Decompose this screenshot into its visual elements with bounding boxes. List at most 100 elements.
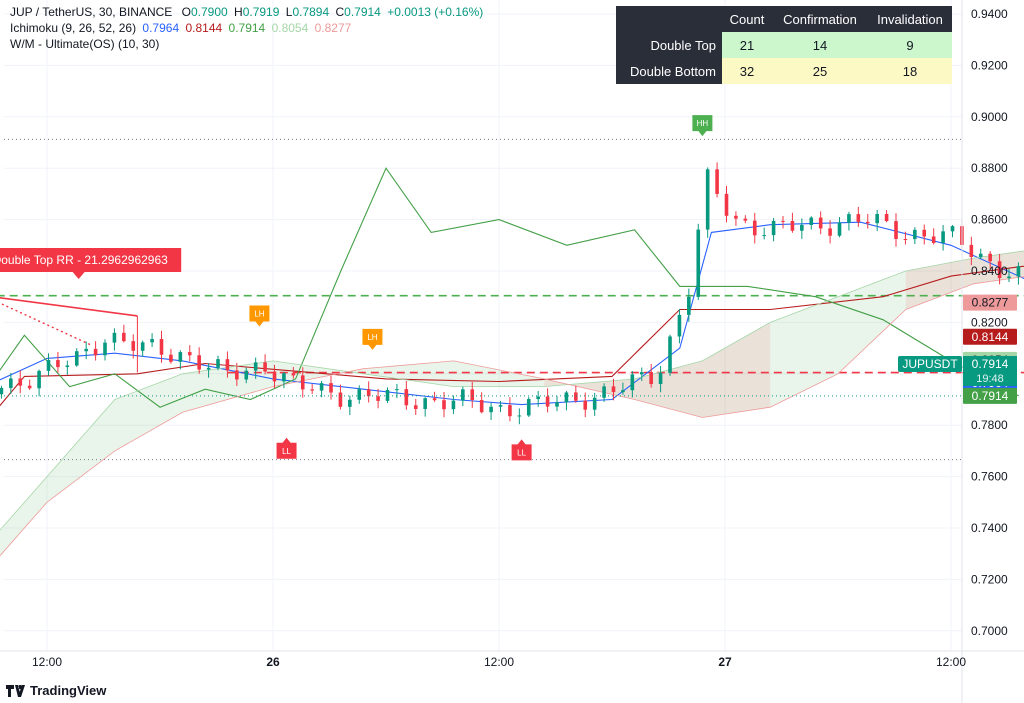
candle-body: [526, 399, 531, 416]
pivot-label: LL: [517, 448, 526, 457]
x-tick-label: 12:00: [32, 655, 62, 669]
candle-body: [856, 214, 861, 222]
candle-body: [658, 372, 663, 384]
candle-body: [621, 390, 625, 393]
candle-body: [913, 229, 917, 240]
symbol-tag-bg: [898, 356, 962, 372]
candle-body: [668, 336, 672, 373]
ichimoku-value-5: 0.8277: [314, 21, 352, 35]
candle-body: [734, 215, 738, 219]
candle-body: [809, 217, 814, 225]
candle-body: [112, 332, 117, 343]
candle-body: [310, 389, 314, 391]
candle-body: [225, 359, 230, 371]
symbol-price-text: 0.7914: [972, 357, 1009, 371]
y-tick-label: 0.7600: [971, 470, 1008, 484]
callout-box: [0, 248, 182, 279]
candle-body: [37, 370, 41, 389]
candle-body: [583, 400, 588, 410]
candle-body: [366, 389, 371, 397]
ohlc-low: 0.7894: [292, 5, 330, 19]
candle-body: [178, 352, 183, 362]
candle-body: [837, 222, 842, 236]
candle-body: [724, 193, 729, 216]
candle-body: [291, 373, 296, 376]
series-line-leading-span-a: [0, 250, 1024, 531]
candle-body: [206, 367, 211, 370]
y-tick-label: 0.9400: [971, 7, 1008, 21]
candle-body: [508, 405, 512, 417]
pivot-label-bg: [249, 305, 270, 327]
candle-body: [150, 339, 154, 343]
candle-body: [639, 372, 644, 375]
candle-body: [800, 224, 804, 231]
callout-text: Double Top RR - 21.2962962963: [0, 253, 168, 267]
stats-row-double-top: Double Top 21 14 9: [616, 32, 952, 58]
candle-body: [884, 214, 889, 222]
candle-body: [875, 214, 879, 224]
ohlc-close: 0.7914: [344, 5, 381, 19]
candle-body: [705, 169, 710, 230]
y-tick-label: 0.8600: [971, 213, 1008, 227]
pivot-labels: HHLHLHLHLHHLLLLLLLLL: [249, 115, 713, 461]
candle-body: [253, 362, 258, 371]
candle-body: [978, 253, 983, 257]
pivot-label: LH: [367, 333, 377, 342]
candle-body: [969, 244, 974, 257]
stats-header-row: Count Confirmation Invalidation: [616, 6, 952, 32]
candle-body: [479, 400, 484, 413]
candle-body: [790, 220, 795, 231]
candle-body: [715, 169, 719, 194]
wm-label: W/M - Ultimate(OS) (10, 30): [10, 37, 160, 51]
candle-body: [687, 296, 691, 315]
pattern-stats-table: Count Confirmation Invalidation Double T…: [616, 6, 952, 84]
candle-body: [187, 352, 192, 356]
candle-body: [461, 389, 465, 401]
candle-body: [319, 383, 324, 391]
pivot-label-bg: [276, 437, 297, 459]
candle-body: [103, 342, 107, 356]
pivot-label-bg: [511, 439, 532, 461]
stats-header-count: Count: [722, 6, 772, 32]
double-top-callout: Double Top RR - 21.2962962963: [0, 248, 182, 279]
candle-body: [263, 362, 267, 372]
candle-body: [46, 360, 51, 371]
price-tag-bg: [963, 294, 1017, 311]
pivot-label-bg: [362, 328, 383, 350]
candle-body: [395, 389, 399, 391]
candle-body: [847, 214, 851, 223]
ohlc-open-key: O: [181, 5, 191, 19]
pivot-label: HH: [697, 119, 709, 128]
ichimoku-row[interactable]: Ichimoku (9, 26, 52, 26) 0.7964 0.8144 0…: [10, 20, 483, 36]
candle-body: [592, 397, 597, 410]
candle-body: [762, 235, 766, 237]
candle-body: [56, 360, 60, 368]
x-tick-label: 12:00: [484, 655, 514, 669]
candle-body: [498, 405, 503, 407]
ohlc-change: +0.0013 (+0.16%): [387, 5, 484, 19]
y-tick-label: 0.7000: [971, 624, 1008, 638]
ichimoku-label: Ichimoku (9, 26, 52, 26): [10, 21, 137, 35]
candle-body: [950, 226, 955, 232]
x-tick-label: 26: [266, 655, 280, 669]
price-tag-text: 0.8277: [972, 296, 1009, 310]
series-line-leading-span-b: [0, 276, 1024, 557]
tradingview-logo[interactable]: TradingView: [6, 683, 106, 698]
wm-row[interactable]: W/M - Ultimate(OS) (10, 30): [10, 36, 483, 52]
pivot-label-bg: [692, 115, 713, 137]
candle-body: [0, 387, 4, 395]
candle-body: [677, 314, 682, 337]
symbol-row: JUP / TetherUS, 30, BINANCE O0.7900 H0.7…: [10, 4, 483, 20]
y-tick-label: 0.7400: [971, 521, 1008, 535]
price-tag-text: 0.8144: [972, 330, 1009, 344]
ichimoku-value-4: 0.8054: [271, 21, 309, 35]
candle-body: [696, 229, 701, 297]
candle-body: [1007, 276, 1011, 279]
candle-body: [329, 383, 333, 393]
pivot-label: LH: [254, 310, 264, 319]
candle-body: [413, 405, 418, 409]
candle-body: [300, 375, 305, 390]
candle-body: [922, 229, 927, 237]
candle-body: [470, 389, 475, 401]
